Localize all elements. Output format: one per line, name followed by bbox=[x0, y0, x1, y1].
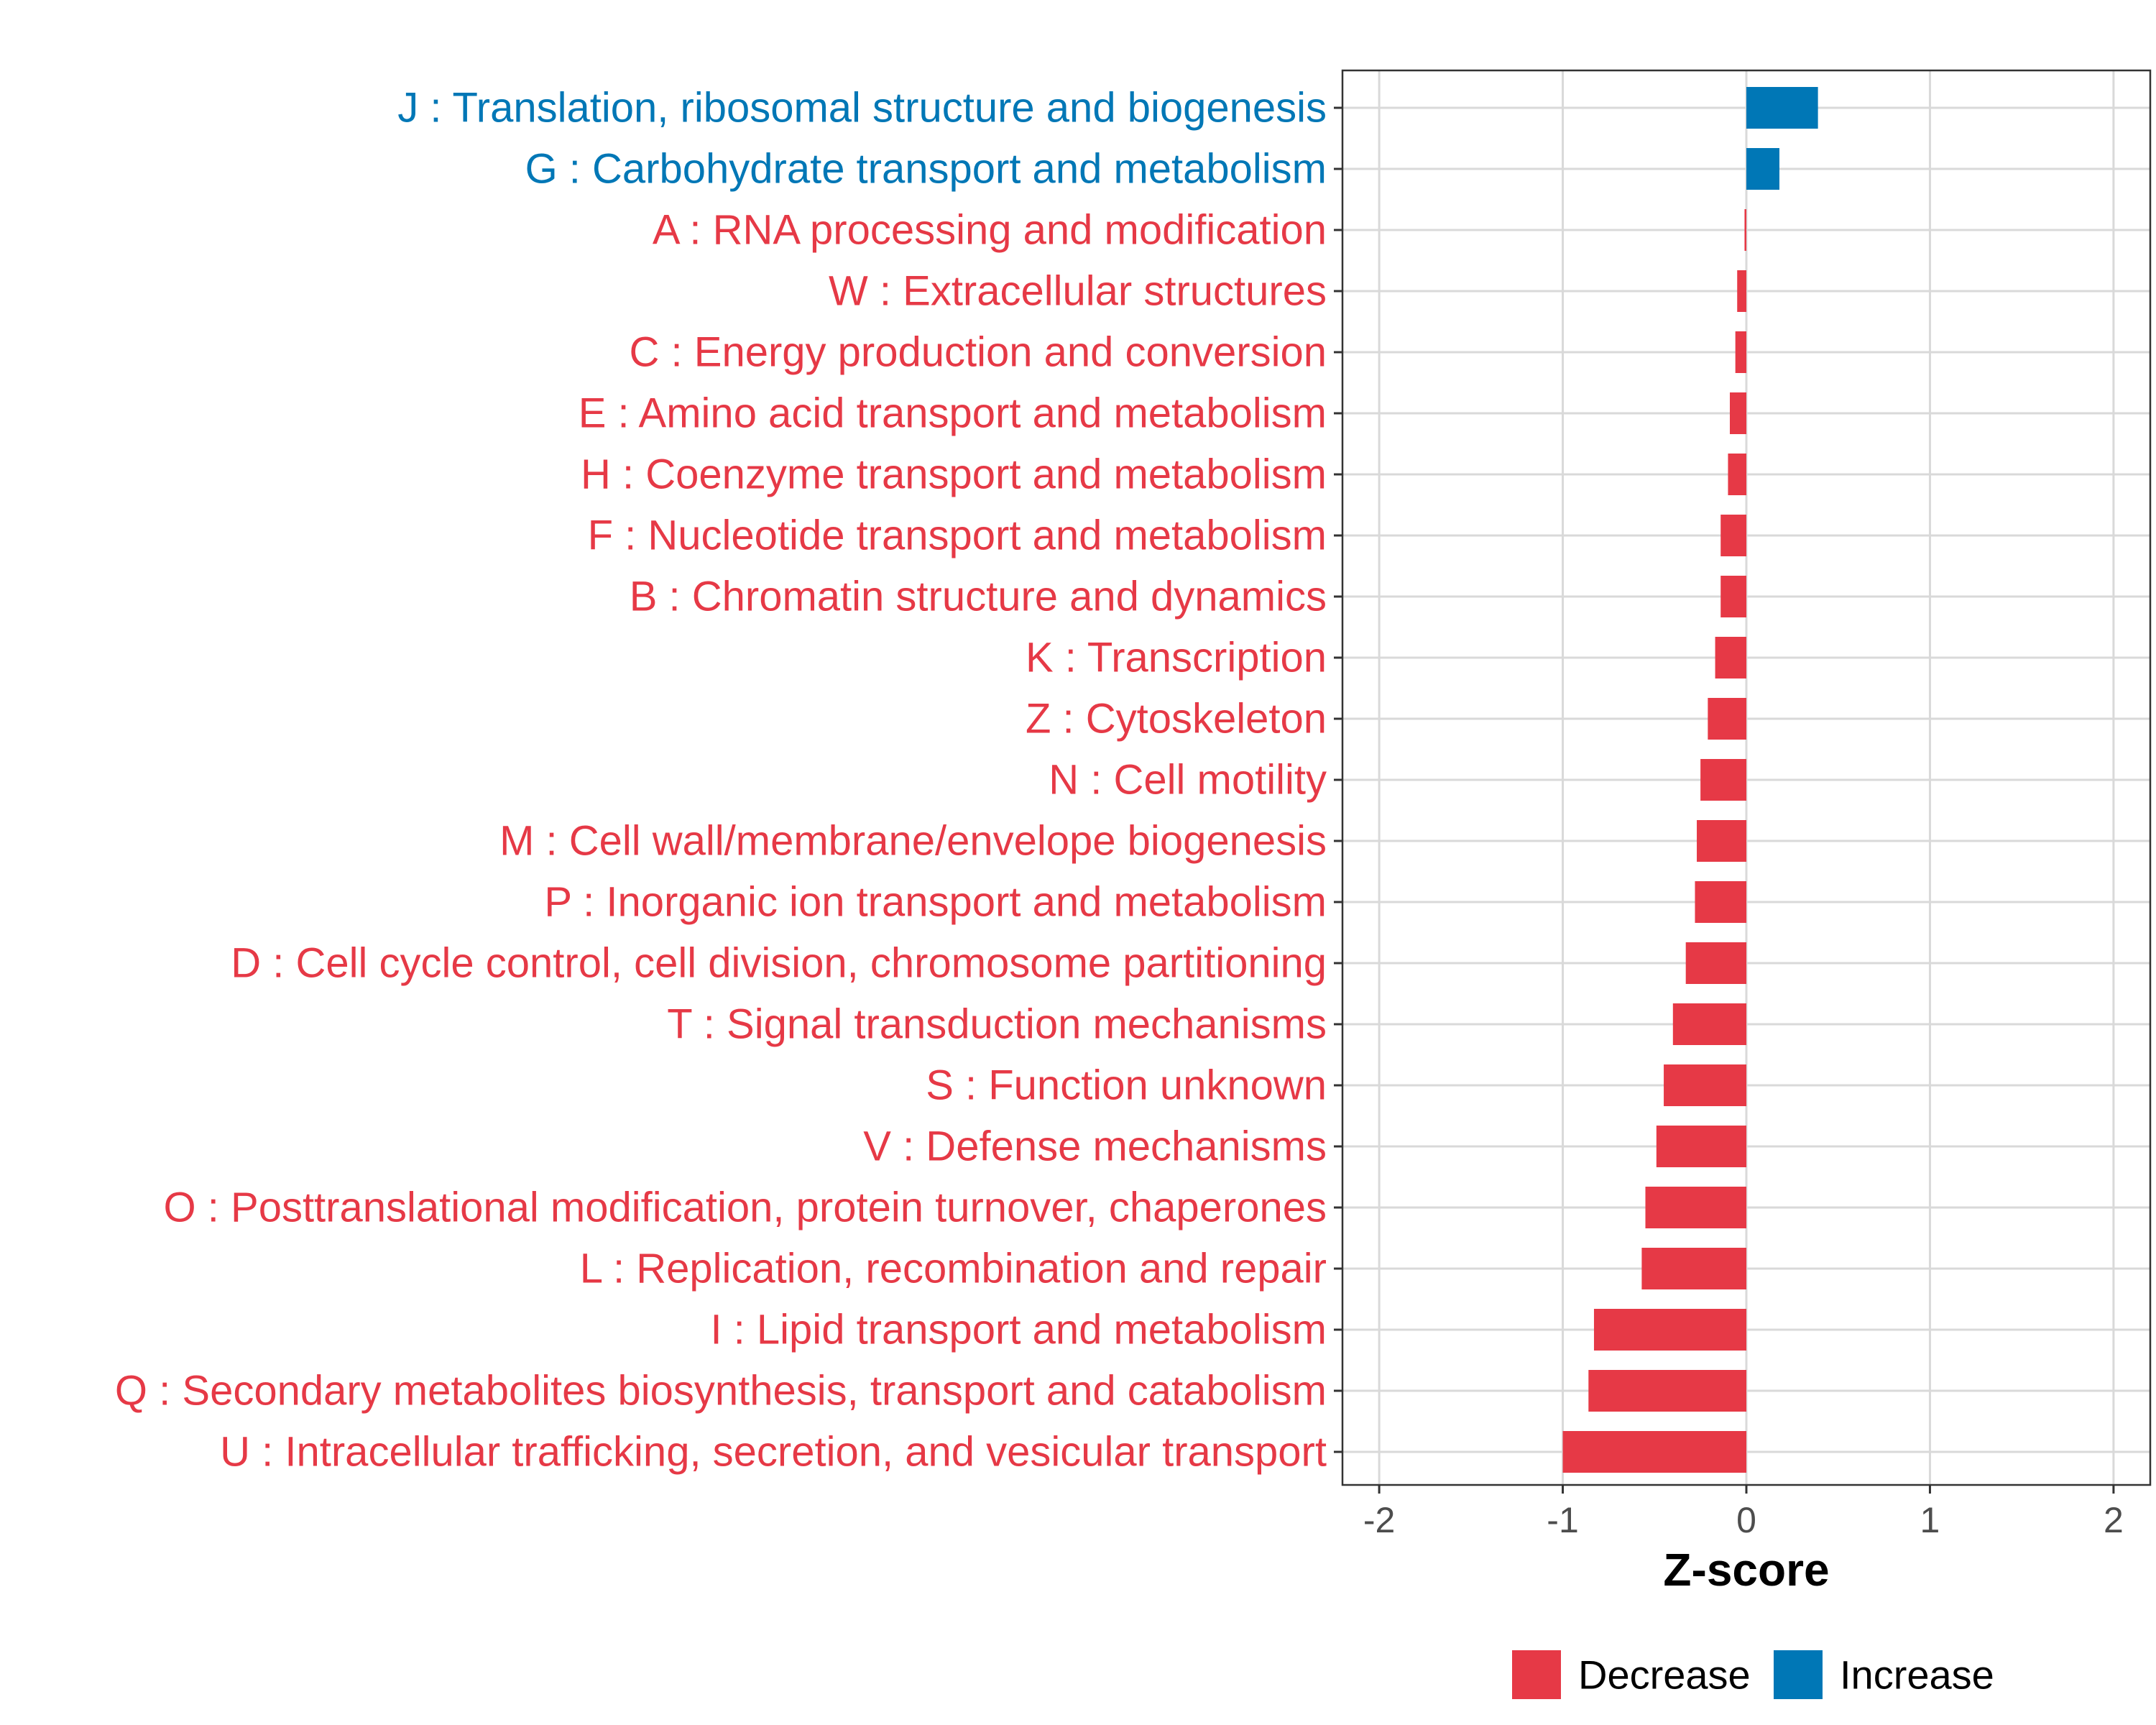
y-axis-ticks bbox=[1334, 106, 1342, 1453]
bar bbox=[1708, 698, 1746, 740]
bar bbox=[1656, 1126, 1746, 1167]
x-tick-label: 0 bbox=[1736, 1500, 1756, 1540]
category-label: H : Coenzyme transport and metabolism bbox=[581, 451, 1327, 498]
category-label: C : Energy production and conversion bbox=[630, 329, 1327, 376]
bar bbox=[1720, 576, 1746, 617]
bar bbox=[1593, 1309, 1746, 1351]
category-label: E : Amino acid transport and metabolism bbox=[579, 390, 1327, 437]
x-tick-label: -1 bbox=[1547, 1500, 1578, 1540]
bar bbox=[1645, 1187, 1746, 1228]
bar bbox=[1695, 881, 1746, 923]
category-label: B : Chromatin structure and dynamics bbox=[630, 574, 1327, 620]
category-label: T : Signal transduction mechanisms bbox=[667, 1001, 1327, 1048]
category-label: F : Nucleotide transport and metabolism bbox=[588, 512, 1327, 559]
bar bbox=[1588, 1370, 1746, 1412]
bar bbox=[1641, 1248, 1746, 1289]
bar bbox=[1672, 1003, 1746, 1045]
bars bbox=[1562, 87, 1818, 1473]
legend: Decrease Increase bbox=[1512, 1650, 1994, 1699]
bar bbox=[1744, 209, 1746, 251]
category-label: P : Inorganic ion transport and metaboli… bbox=[544, 879, 1327, 926]
x-axis-title: Z-score bbox=[1663, 1544, 1829, 1596]
bar bbox=[1720, 515, 1746, 556]
bar bbox=[1685, 942, 1746, 984]
x-axis-ticks: -2 -1 0 1 2 bbox=[1363, 1485, 2124, 1540]
category-label: Q : Secondary metabolites biosynthesis, … bbox=[115, 1368, 1327, 1414]
bar bbox=[1728, 454, 1746, 495]
category-label: G : Carbohydrate transport and metabolis… bbox=[525, 146, 1327, 193]
category-label: M : Cell wall/membrane/envelope biogenes… bbox=[499, 818, 1327, 865]
category-label: Z : Cytoskeleton bbox=[1026, 696, 1327, 742]
x-tick-label: 2 bbox=[2104, 1500, 2124, 1540]
bar bbox=[1730, 392, 1746, 434]
legend-label-decrease: Decrease bbox=[1578, 1652, 1751, 1698]
bar bbox=[1697, 820, 1746, 862]
bar bbox=[1715, 637, 1746, 678]
category-label: I : Lipid transport and metabolism bbox=[710, 1307, 1327, 1353]
bar bbox=[1562, 1431, 1746, 1473]
x-tick-label: 1 bbox=[1920, 1500, 1940, 1540]
category-label: O : Posttranslational modification, prot… bbox=[164, 1184, 1327, 1231]
x-tick-label: -2 bbox=[1363, 1500, 1395, 1540]
bar bbox=[1737, 270, 1746, 312]
bar bbox=[1746, 87, 1818, 129]
category-label: D : Cell cycle control, cell division, c… bbox=[231, 940, 1327, 987]
bar bbox=[1735, 331, 1746, 373]
category-label: S : Function unknown bbox=[926, 1062, 1327, 1109]
bar bbox=[1746, 148, 1779, 190]
category-label: L : Replication, recombination and repai… bbox=[580, 1246, 1327, 1292]
bar bbox=[1700, 759, 1746, 801]
category-label: U : Intracellular trafficking, secretion… bbox=[220, 1429, 1327, 1476]
category-label: N : Cell motility bbox=[1049, 757, 1327, 804]
legend-label-increase: Increase bbox=[1840, 1652, 1994, 1698]
legend-swatch-increase bbox=[1774, 1650, 1823, 1699]
category-label: W : Extracellular structures bbox=[829, 268, 1327, 315]
category-label: A : RNA processing and modification bbox=[653, 207, 1327, 254]
legend-swatch-decrease bbox=[1512, 1650, 1561, 1699]
category-label: K : Transcription bbox=[1026, 635, 1327, 681]
category-label: J : Translation, ribosomal structure and… bbox=[397, 85, 1327, 132]
bar bbox=[1664, 1064, 1746, 1106]
y-axis-category-labels: J : Translation, ribosomal structure and… bbox=[115, 85, 1327, 1476]
category-label: V : Defense mechanisms bbox=[863, 1123, 1327, 1170]
